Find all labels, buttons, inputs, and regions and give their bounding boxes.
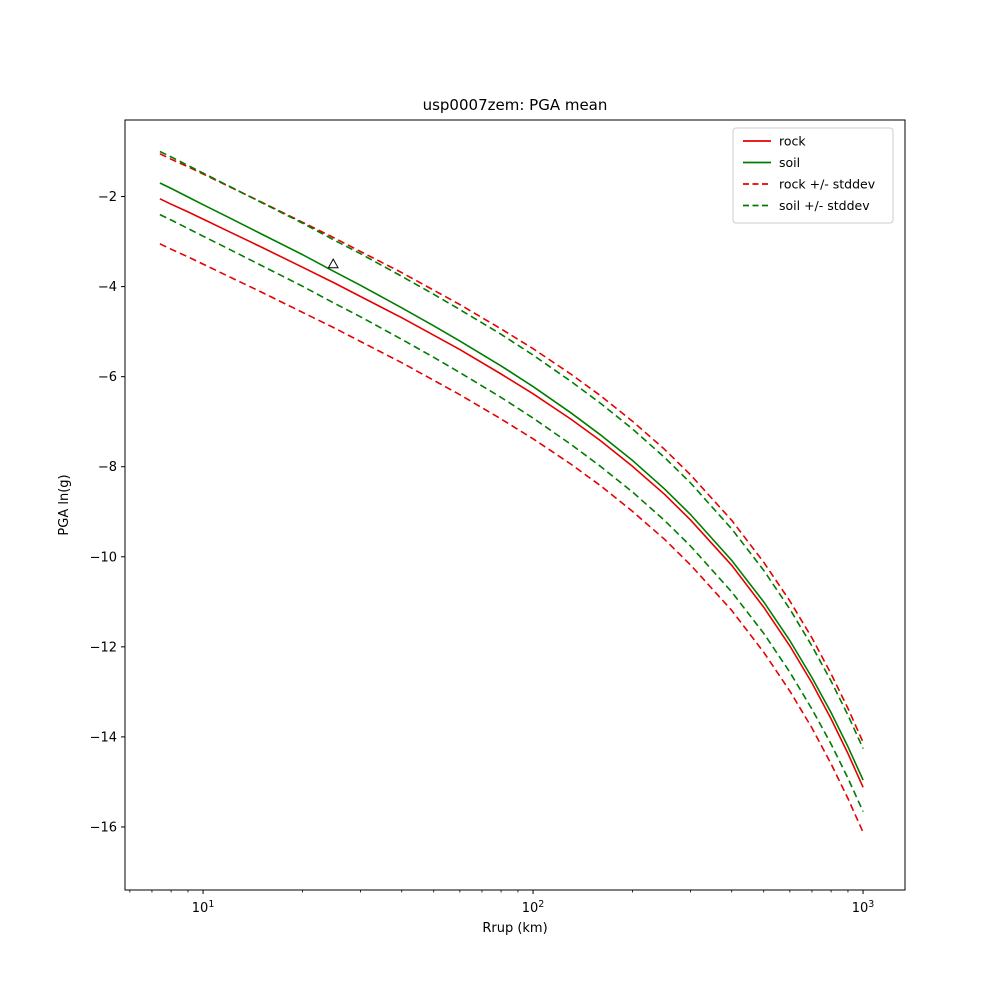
series-rock-plus-stddev-line — [159, 153, 864, 743]
series-soil-plus-stddev-line — [159, 150, 864, 749]
series-rock-line — [159, 198, 864, 788]
chart-title: usp0007zem: PGA mean — [423, 96, 608, 114]
x-axis-label: Rrup (km) — [482, 921, 547, 936]
x-tick-label: 101 — [192, 899, 215, 916]
series-rock-minus-stddev-line — [159, 243, 864, 833]
x-tick-label: 102 — [522, 899, 545, 916]
legend-box — [732, 127, 894, 224]
y-tick-label: −4 — [98, 280, 117, 295]
y-tick-label: −14 — [90, 730, 117, 745]
y-tick-label: −8 — [98, 460, 117, 475]
y-tick-label: −10 — [90, 550, 117, 565]
y-tick-label: −6 — [98, 370, 117, 385]
legend: rock soil rock +/- stddev soil +/- stddev — [732, 127, 894, 224]
observation-marker — [327, 258, 339, 269]
legend-entry-label: rock +/- stddev — [779, 177, 876, 192]
axes-frame — [124, 119, 906, 891]
legend-entry-label: soil — [779, 155, 800, 170]
y-tick-label: −2 — [98, 190, 117, 205]
y-axis-label: PGA ln(g) — [57, 474, 72, 535]
legend-entry-label: soil +/- stddev — [779, 198, 870, 213]
y-tick-label: −16 — [90, 820, 117, 835]
plot-area: 101 102 103−2−4−6−8−10−12−14−16rocksoilroc… — [90, 119, 906, 916]
x-tick-label: 103 — [852, 899, 875, 916]
series-soil-minus-stddev-line — [159, 213, 864, 812]
y-tick-label: −12 — [90, 640, 117, 655]
series-soil-line — [159, 182, 864, 781]
legend-entry-label: rock — [779, 134, 806, 149]
